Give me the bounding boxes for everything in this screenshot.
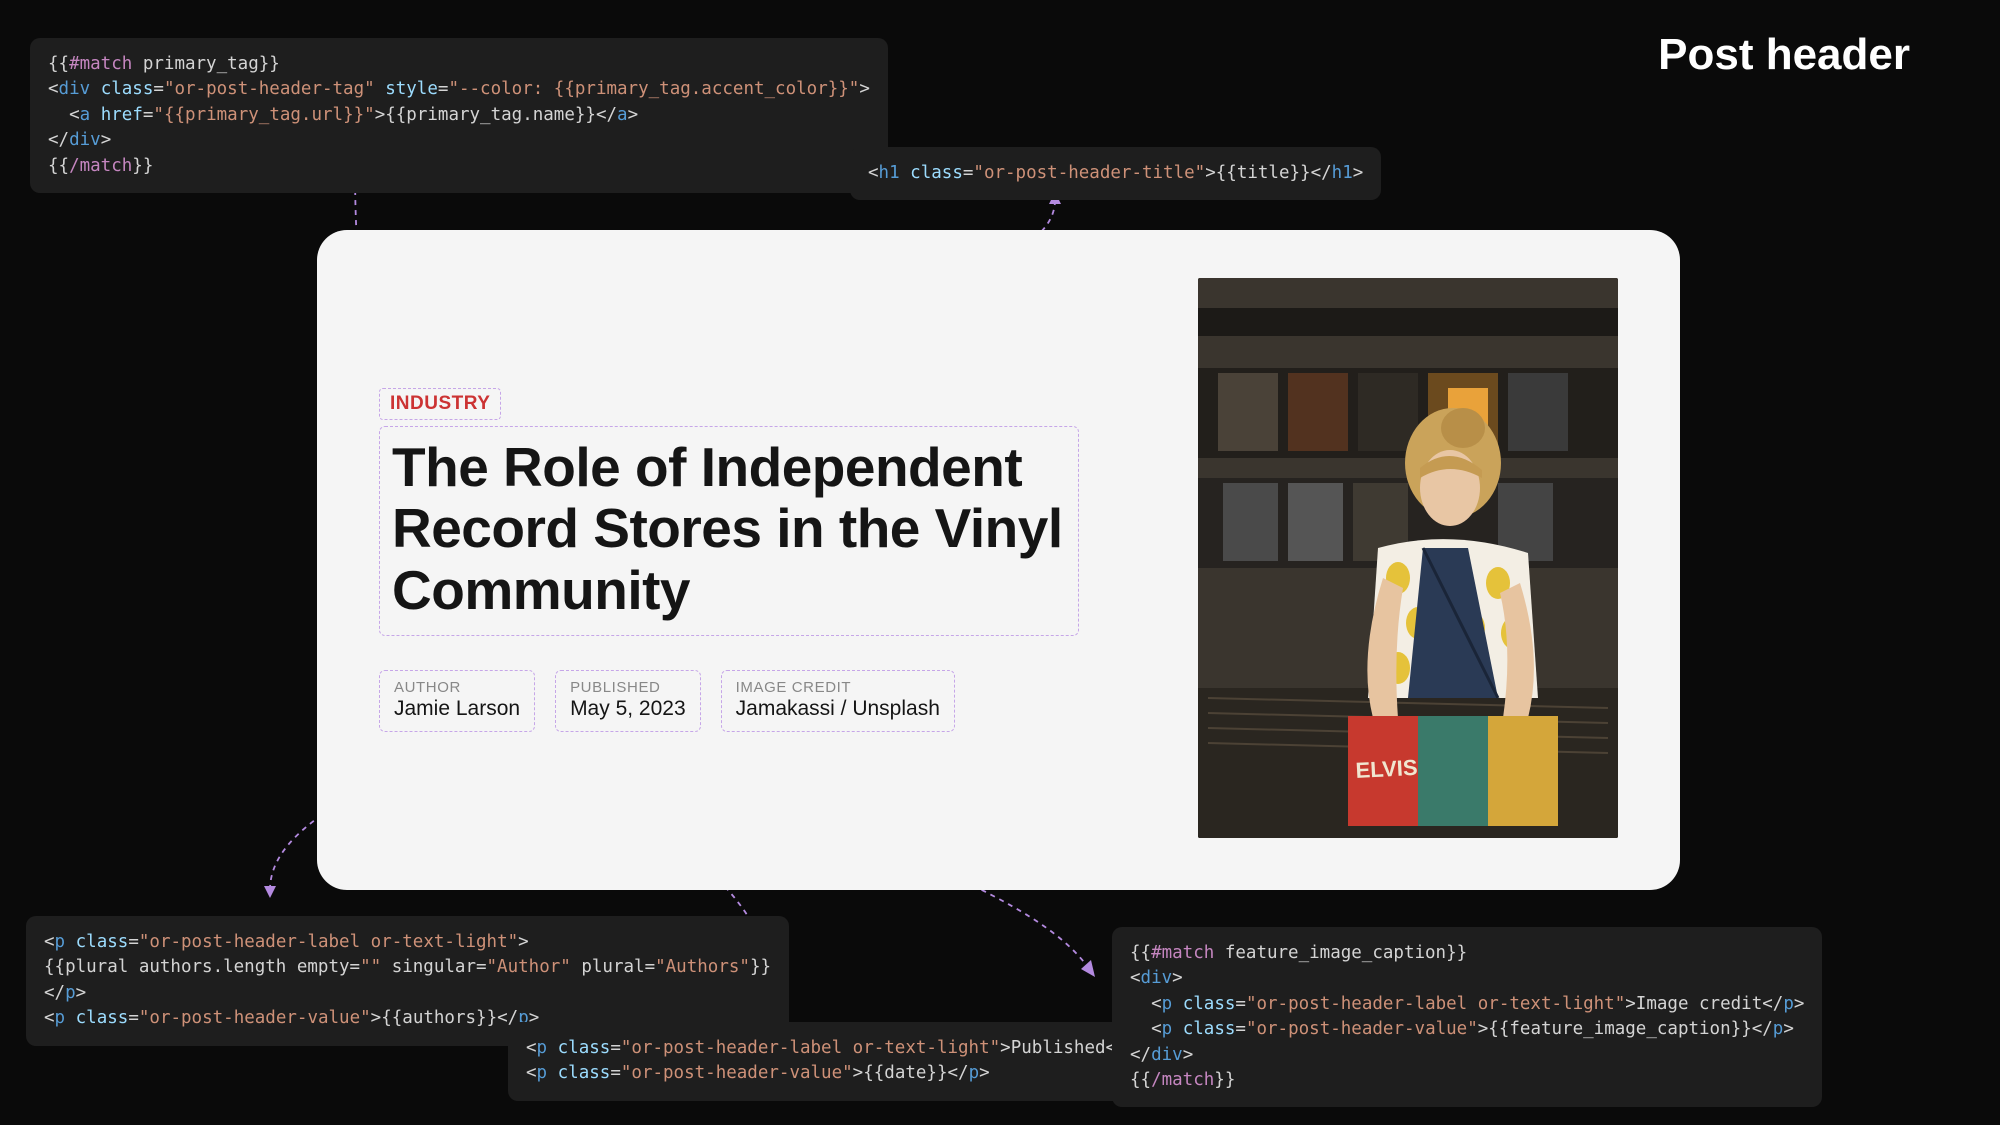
svg-text:ELVIS: ELVIS [1355,755,1418,783]
page-title: Post header [1658,30,1910,80]
meta-label: AUTHOR [394,679,520,696]
meta-label: IMAGE CREDIT [736,679,940,696]
feature-image: ELVIS [1198,278,1618,838]
meta-value: Jamie Larson [394,697,520,721]
code-block-published: <p class="or-post-header-label or-text-l… [508,1022,1166,1101]
card-text-column: INDUSTRY The Role of Independent Record … [379,278,1148,842]
post-meta-row: AUTHOR Jamie Larson PUBLISHED May 5, 202… [379,670,1148,732]
code-block-title: <h1 class="or-post-header-title">{{title… [850,147,1381,200]
meta-value: Jamakassi / Unsplash [736,697,940,721]
post-title-box: The Role of Independent Record Stores in… [379,426,1079,637]
meta-author: AUTHOR Jamie Larson [379,670,535,732]
post-tag-badge[interactable]: INDUSTRY [379,388,501,420]
post-title: The Role of Independent Record Stores in… [392,437,1066,622]
meta-image-credit: IMAGE CREDIT Jamakassi / Unsplash [721,670,955,732]
meta-value: May 5, 2023 [570,697,686,721]
post-header-card: INDUSTRY The Role of Independent Record … [317,230,1680,890]
code-block-credit: {{#match feature_image_caption}} <div> <… [1112,927,1822,1107]
meta-published: PUBLISHED May 5, 2023 [555,670,701,732]
meta-label: PUBLISHED [570,679,686,696]
code-block-tag: {{#match primary_tag}} <div class="or-po… [30,38,888,193]
